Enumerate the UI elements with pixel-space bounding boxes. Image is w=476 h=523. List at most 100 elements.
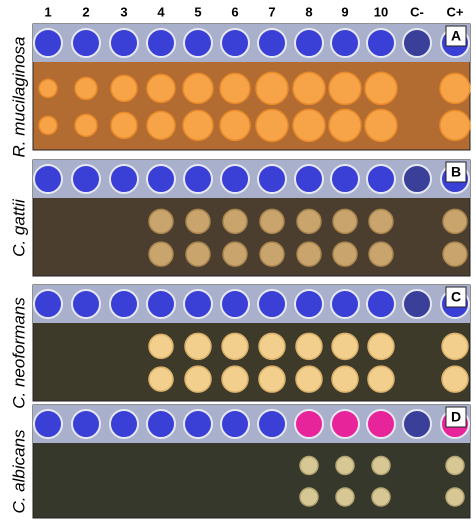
- well: [109, 28, 139, 58]
- colony: [222, 208, 248, 235]
- colony: [295, 332, 323, 361]
- well: [183, 409, 213, 439]
- well: [294, 289, 324, 319]
- well: [71, 409, 101, 439]
- panel: C C. neoformans: [9, 284, 471, 409]
- organism-label: C. neoformans: [9, 297, 28, 409]
- colony: [258, 332, 286, 361]
- colony: [364, 108, 398, 143]
- well: [330, 409, 360, 439]
- well: [366, 28, 396, 58]
- well: [220, 409, 250, 439]
- panel-label: B: [451, 164, 461, 180]
- well: [33, 28, 63, 58]
- colony: [110, 74, 138, 103]
- well-strip: [33, 24, 470, 62]
- colony: [296, 208, 322, 235]
- colony: [331, 365, 359, 393]
- colony: [148, 333, 174, 360]
- column-label: C+: [447, 4, 464, 19]
- colony: [146, 73, 176, 104]
- colony: [219, 72, 251, 105]
- well: [33, 164, 63, 194]
- colony: [299, 487, 319, 507]
- panel-tag-box: [445, 406, 467, 428]
- colony: [74, 76, 98, 101]
- colony: [332, 208, 358, 235]
- well-strip: [33, 285, 470, 323]
- well: [366, 409, 396, 439]
- colony: [442, 208, 468, 235]
- well: [366, 289, 396, 319]
- colony: [364, 71, 398, 106]
- colony: [255, 108, 289, 143]
- colony: [259, 208, 285, 235]
- colony: [335, 487, 355, 507]
- column-label: 6: [231, 4, 238, 19]
- colony: [335, 455, 355, 476]
- well: [71, 28, 101, 58]
- well: [109, 164, 139, 194]
- colony: [182, 72, 214, 105]
- colony: [441, 365, 469, 393]
- panel-tag-box: [445, 286, 467, 308]
- colony: [368, 208, 394, 235]
- organism-label: C. gattii: [9, 198, 28, 257]
- panel: A R. mucilaginosa: [9, 23, 471, 158]
- colony: [442, 241, 468, 267]
- colony: [367, 365, 395, 393]
- colony: [222, 241, 248, 267]
- colony: [221, 332, 249, 361]
- well: [402, 28, 432, 58]
- well: [294, 409, 324, 439]
- well: [330, 28, 360, 58]
- well-strip: [33, 405, 470, 443]
- well: [402, 289, 432, 319]
- column-label: C-: [410, 4, 424, 19]
- colony: [184, 365, 212, 393]
- colony: [292, 108, 326, 143]
- well: [183, 164, 213, 194]
- colony: [295, 365, 323, 393]
- colony: [292, 71, 326, 106]
- well: [220, 164, 250, 194]
- well: [146, 28, 176, 58]
- panel-tag-box: [445, 161, 467, 183]
- colony: [38, 115, 58, 136]
- column-label: 1: [44, 4, 51, 19]
- panel-label: C: [451, 289, 461, 305]
- well: [330, 289, 360, 319]
- panel-label: A: [451, 28, 461, 44]
- well: [294, 28, 324, 58]
- column-label: 7: [268, 4, 275, 19]
- organism-label: C. albicans: [9, 429, 28, 514]
- colony: [182, 109, 214, 142]
- colony: [146, 110, 176, 141]
- well: [33, 409, 63, 439]
- well: [257, 28, 287, 58]
- well: [183, 28, 213, 58]
- colony: [439, 72, 471, 105]
- colony: [368, 241, 394, 267]
- well: [257, 289, 287, 319]
- colony: [258, 365, 286, 393]
- well-strip: [33, 160, 470, 198]
- well: [109, 409, 139, 439]
- colony: [74, 113, 98, 138]
- well: [220, 28, 250, 58]
- organism-label: R. mucilaginosa: [9, 37, 28, 158]
- colony: [332, 241, 358, 267]
- well: [109, 289, 139, 319]
- colony: [221, 365, 249, 393]
- well: [220, 289, 250, 319]
- colony: [328, 108, 362, 143]
- well: [33, 289, 63, 319]
- well: [366, 164, 396, 194]
- column-label: 4: [157, 4, 165, 19]
- colony: [299, 455, 319, 476]
- panel-tag-box: [445, 25, 467, 47]
- column-label: 8: [305, 4, 312, 19]
- well: [402, 164, 432, 194]
